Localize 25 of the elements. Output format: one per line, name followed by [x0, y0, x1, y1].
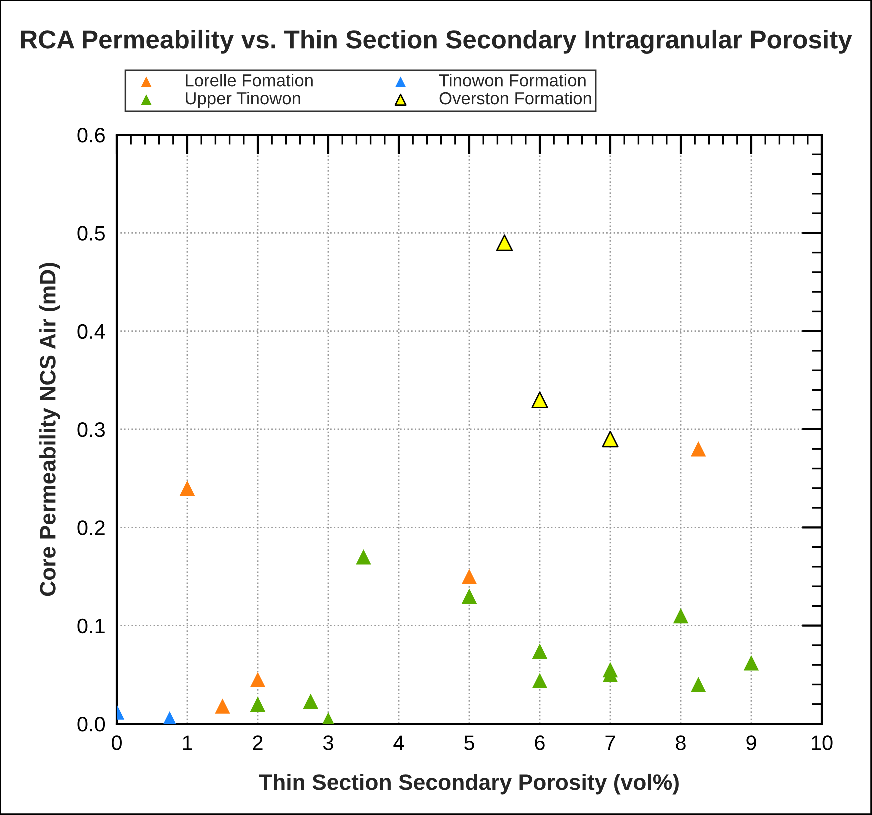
y-tick-label: 0.6 [78, 128, 105, 143]
y-tick-label: 0.3 [78, 422, 105, 438]
x-tick-label: 8 [676, 736, 686, 750]
x-tick-label: 7 [606, 736, 616, 750]
x-tick-label: 9 [746, 736, 756, 750]
y-tick-label: 0.0 [78, 717, 106, 732]
y-tick-label: 0.2 [78, 520, 105, 536]
legend-label: Overston Formation [440, 92, 592, 105]
x-tick-label: 10 [812, 736, 833, 750]
legend-label: Tinowon Formation [439, 74, 586, 87]
y-axis-title: Core Permeability NCS Air (mD) [40, 263, 60, 596]
x-tick-label: 5 [464, 736, 474, 750]
y-tick-label: 0.5 [78, 226, 106, 241]
x-tick-label: 4 [394, 736, 404, 750]
legend-label: Upper Tinowon [186, 92, 300, 108]
chart-title: RCA Permeability vs. Thin Section Secondary Intragranular Porosity [21, 30, 852, 54]
y-tick-label: 0.4 [78, 324, 106, 340]
x-axis-title: Thin Section Secondary Porosity (vol%) [259, 774, 679, 795]
x-tick-label: 6 [535, 736, 545, 750]
x-tick-label: 2 [253, 736, 263, 750]
x-tick-label: 1 [183, 736, 192, 750]
x-tick-label: 3 [324, 736, 334, 750]
y-tick-label: 0.1 [78, 618, 105, 634]
x-tick-label: 0 [112, 736, 122, 750]
legend-label: Lorelle Fomation [186, 74, 313, 87]
